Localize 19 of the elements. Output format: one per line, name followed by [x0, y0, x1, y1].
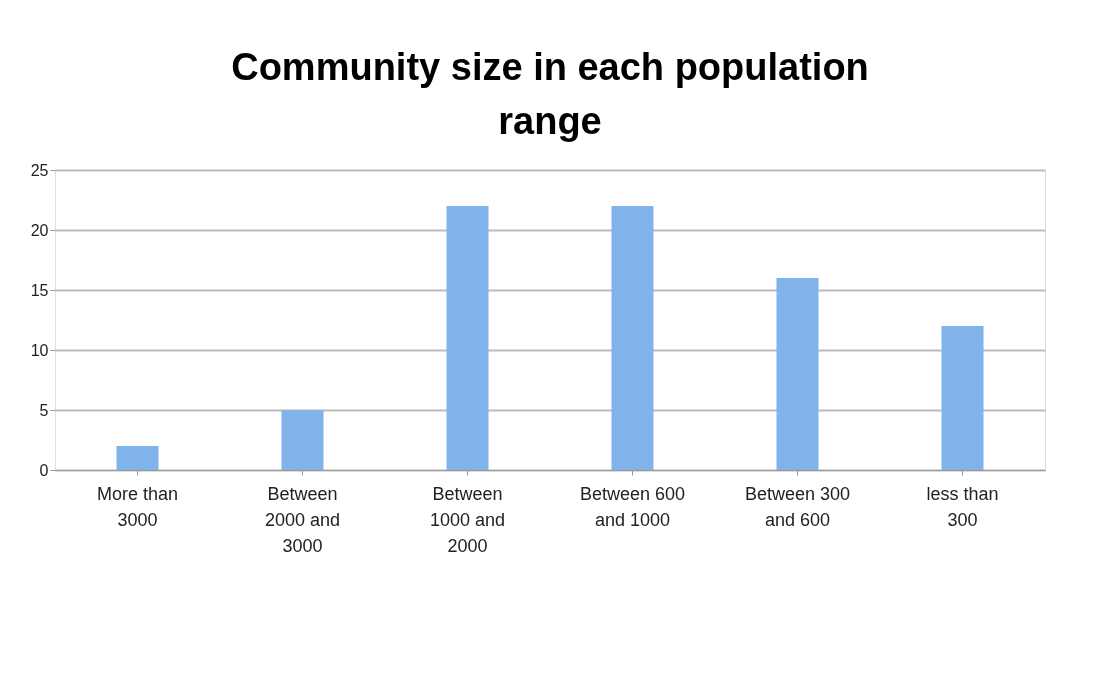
y-tick-label: 20 — [30, 221, 49, 239]
bar — [116, 446, 159, 470]
chart-title: Community size in each population range — [231, 46, 869, 142]
y-tick-label: 0 — [39, 461, 49, 479]
x-tick-label: More than 3000 — [96, 483, 179, 530]
bar — [281, 410, 324, 470]
y-tick-label: 25 — [30, 161, 49, 179]
x-tick-label: Between 1000 and 2000 — [429, 483, 506, 556]
x-tick-label: Between 600 and 1000 — [579, 483, 686, 530]
y-tick-label: 15 — [30, 281, 49, 299]
bar — [941, 326, 984, 470]
bar — [611, 206, 654, 470]
x-tick-label: Between 2000 and 3000 — [264, 483, 341, 556]
bar — [776, 278, 819, 470]
y-tick-label: 10 — [30, 341, 49, 359]
x-tick-label: less than 300 — [926, 483, 999, 530]
bar — [446, 206, 489, 470]
y-tick-label: 5 — [39, 401, 49, 419]
x-tick-label: Between 300 and 600 — [744, 483, 851, 530]
